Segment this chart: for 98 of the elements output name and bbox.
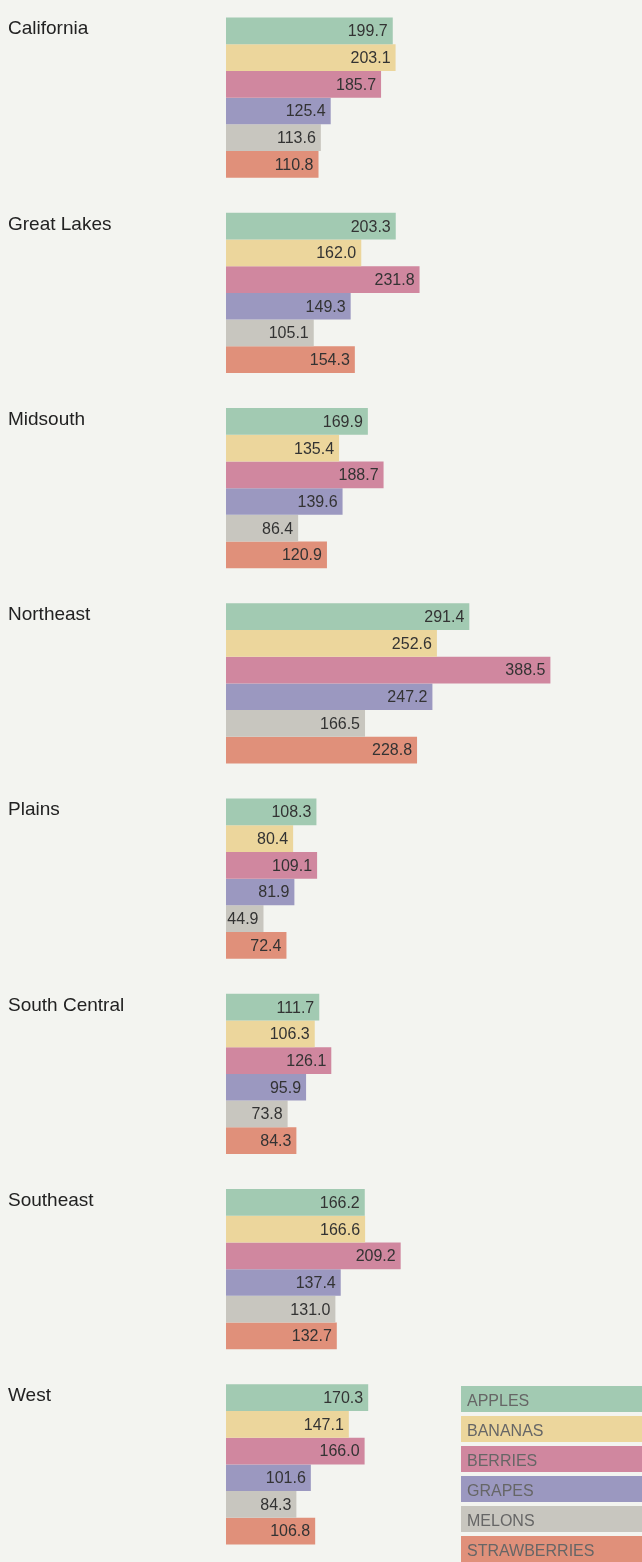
text: BERRIES [467,1452,538,1469]
text: APPLES [467,1392,530,1409]
data-label: 132.7 [291,1327,332,1345]
bar [226,630,437,657]
data-label: 110.8 [274,155,314,173]
bar [226,292,351,320]
data-label: 139.6 [297,492,338,510]
data-label: 247.2 [387,688,428,706]
bar [226,1384,369,1412]
bar [226,1047,332,1074]
bar [226,1322,337,1350]
data-label: 113.6 [277,129,316,147]
data-label: 106.3 [269,1025,310,1043]
bar [226,736,418,764]
bar [226,710,366,737]
data-label: 166.0 [319,1442,360,1460]
data-label: 228.8 [372,741,413,759]
bar [226,541,327,569]
y-tick-label: Southeast [8,1188,95,1210]
data-label: 120.9 [281,546,323,564]
bar [226,44,396,71]
data-label: 137.4 [295,1273,336,1291]
data-label: 126.1 [286,1051,327,1069]
bar [226,1189,365,1216]
data-label: 209.2 [355,1247,396,1265]
bar [226,683,433,711]
text: STRAWBERRIES [467,1542,595,1559]
data-label: 291.4 [424,608,465,626]
data-label: 95.9 [269,1078,302,1096]
bar [226,488,343,515]
bar [226,1437,365,1465]
data-label: 108.3 [271,803,312,821]
bar [226,1491,297,1518]
data-label: 101.6 [265,1469,306,1487]
data-label: 166.6 [320,1220,361,1238]
data-label: 86.4 [262,519,294,537]
data-label: 188.7 [338,466,379,484]
data-label: 135.4 [294,439,335,457]
data-label: 166.2 [319,1193,360,1211]
y-tick-label: South Central [8,993,125,1015]
data-label: 149.3 [305,297,346,315]
bar [226,212,396,240]
bar [226,1215,366,1243]
bar [226,408,368,435]
bar [226,1127,297,1154]
data-label: 80.4 [256,830,289,848]
data-label: 147.1 [303,1415,344,1433]
data-label: 81.9 [258,883,290,901]
data-label: 44.9 [227,910,259,928]
y-tick-label: California [8,17,89,39]
bar [226,1464,311,1492]
data-label: 199.7 [347,22,388,40]
data-label: 72.4 [250,936,282,954]
data-label: 203.1 [350,49,391,67]
text: MELONS [467,1512,535,1529]
bar [226,17,393,45]
bar [226,461,384,489]
data-label: 252.6 [391,634,433,652]
data-label: 111.7 [276,998,315,1016]
y-tick-label: West [8,1384,52,1406]
data-label: 125.4 [285,102,326,120]
data-label: 154.3 [309,350,350,368]
bar [226,603,470,631]
bar [226,266,420,293]
bar [226,150,319,178]
data-label: 166.5 [319,714,361,732]
bar [226,931,287,959]
text: BANANAS [467,1422,544,1439]
data-label: 73.8 [251,1105,283,1123]
data-label: 131.0 [290,1300,331,1318]
bar [226,124,321,151]
data-label: 162.0 [316,244,357,262]
data-label: 231.8 [374,270,415,288]
data-label: 105.1 [268,324,309,342]
bar [226,1242,401,1270]
data-label: 388.5 [505,661,546,679]
y-tick-label: Midsouth [8,407,86,429]
bar [226,70,382,98]
data-label: 203.3 [350,217,391,235]
data-label: 106.8 [270,1522,311,1540]
bar [226,656,551,684]
data-label: 84.3 [260,1495,292,1513]
bar [226,1411,349,1438]
text: GRAPES [467,1482,534,1499]
y-tick-label: Great Lakes [8,212,112,234]
bar [226,1269,341,1296]
data-label: 169.9 [322,412,363,430]
bar [226,993,320,1021]
y-tick-label: Northeast [8,603,92,625]
bar [226,346,355,373]
bar [226,851,318,879]
y-tick-label: Plains [8,798,60,820]
data-label: 109.1 [272,856,313,874]
data-label: 84.3 [260,1131,292,1149]
bar [226,239,362,267]
data-label: 170.3 [323,1389,364,1407]
data-label: 185.7 [336,75,377,93]
bar [226,1073,307,1101]
